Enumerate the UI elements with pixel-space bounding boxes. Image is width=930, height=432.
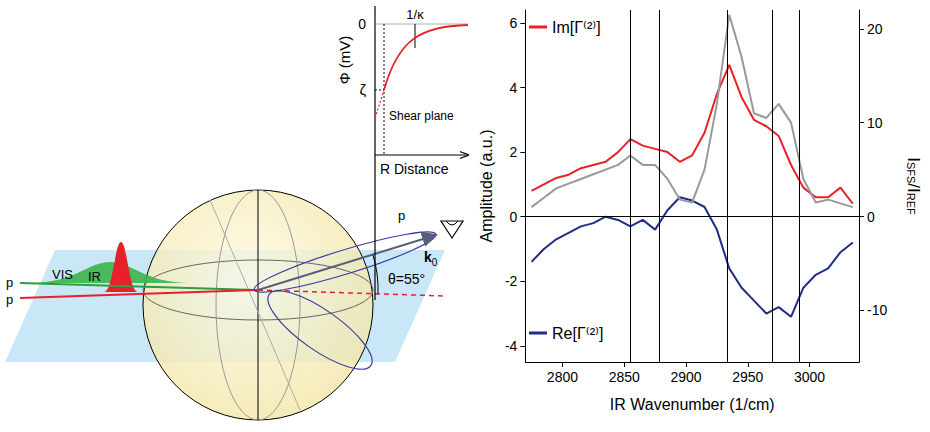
svg-text:p: p (6, 275, 13, 290)
svg-text:p: p (398, 208, 405, 223)
svg-text:Shear plane: Shear plane (389, 109, 454, 123)
svg-text:0: 0 (867, 209, 875, 225)
svg-text:p: p (6, 292, 13, 307)
svg-text:0: 0 (510, 209, 518, 225)
svg-text:ζ: ζ (359, 81, 366, 98)
svg-text:IR Wavenumber (1/cm): IR Wavenumber (1/cm) (610, 396, 775, 413)
svg-text:REF: REF (905, 193, 917, 215)
svg-text:R Distance: R Distance (380, 161, 449, 177)
svg-text:2800: 2800 (547, 369, 578, 385)
svg-text:4: 4 (510, 80, 518, 96)
svg-text:Im[Γ⁽²⁾]: Im[Γ⁽²⁾] (552, 19, 601, 36)
svg-text:Amplitude (a.u.): Amplitude (a.u.) (478, 130, 495, 243)
svg-text:20: 20 (867, 21, 883, 37)
svg-text:2: 2 (510, 144, 518, 160)
svg-text:6: 6 (510, 15, 518, 31)
svg-text:-4: -4 (505, 338, 518, 354)
svg-text:VIS: VIS (52, 267, 73, 282)
svg-text:2950: 2950 (732, 369, 763, 385)
svg-text:-2: -2 (505, 273, 518, 289)
svg-text:SFS: SFS (905, 162, 917, 183)
svg-text:/I: /I (904, 183, 923, 192)
svg-text:θ=55°: θ=55° (388, 271, 425, 287)
svg-text:1/κ: 1/κ (406, 7, 424, 22)
svg-text:Φ (mV): Φ (mV) (336, 36, 353, 85)
svg-text:3000: 3000 (794, 369, 825, 385)
svg-text:2900: 2900 (670, 369, 701, 385)
svg-text:2850: 2850 (609, 369, 640, 385)
svg-text:I: I (904, 157, 923, 162)
svg-text:-10: -10 (867, 302, 887, 318)
svg-text:IR: IR (88, 269, 101, 284)
svg-text:k0: k0 (424, 249, 438, 268)
svg-text:10: 10 (867, 115, 883, 131)
svg-text:Re[Γ⁽²⁾]: Re[Γ⁽²⁾] (552, 325, 603, 342)
svg-text:0: 0 (358, 16, 366, 32)
